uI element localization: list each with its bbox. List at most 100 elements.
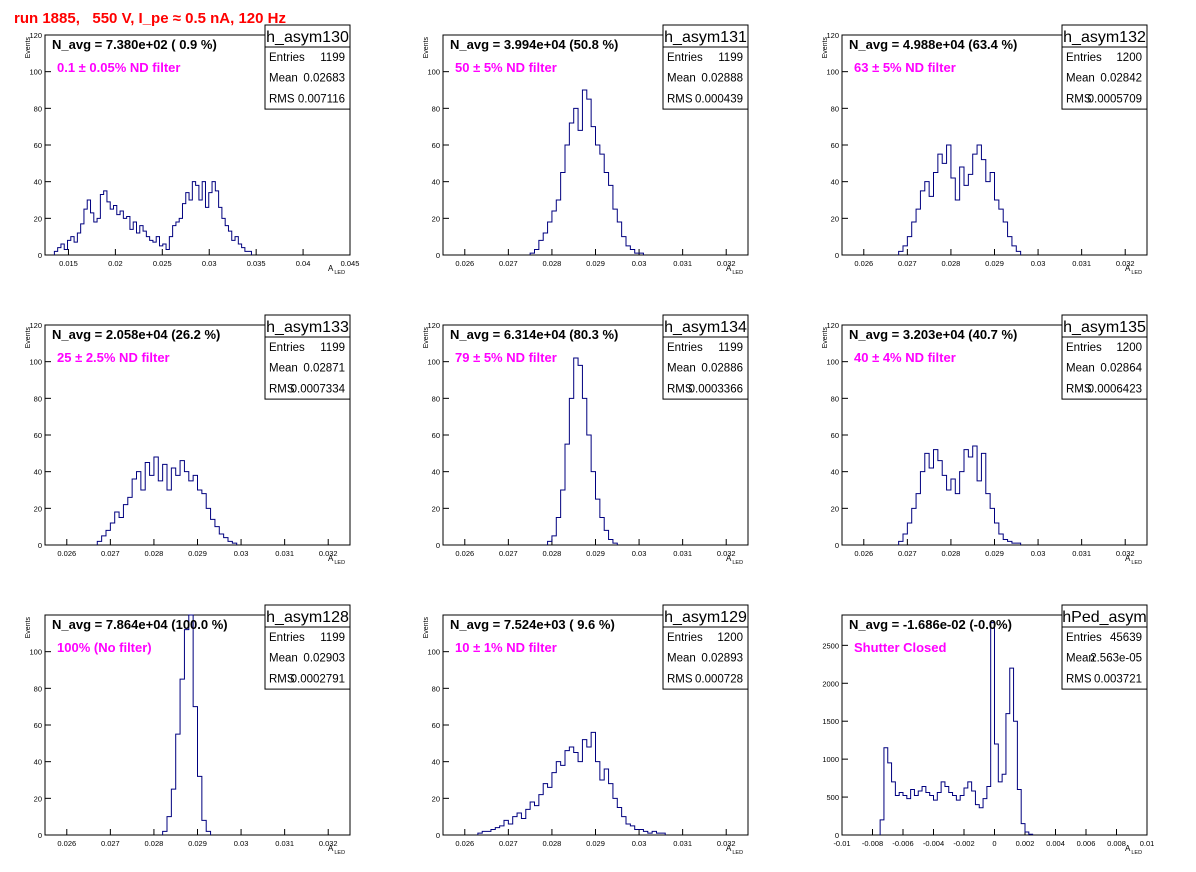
- histogram-series-line: [53, 181, 252, 255]
- y-tick-label: 1500: [822, 717, 839, 726]
- stats-label: RMS: [667, 383, 693, 395]
- filter-label: 63 ± 5% ND filter: [854, 60, 956, 75]
- x-tick-label: 0.026: [854, 549, 873, 558]
- histogram-name: h_asym129: [664, 609, 747, 626]
- x-tick-label: 0.029: [985, 549, 1004, 558]
- stats-label: Entries: [269, 632, 305, 644]
- stats-value: 1200: [717, 632, 743, 644]
- stats-value: 0.02888: [701, 73, 743, 85]
- filter-label: 0.1 ± 0.05% ND filter: [57, 60, 180, 75]
- y-tick-label: 2000: [822, 679, 839, 688]
- x-tick-label: 0.032: [319, 549, 338, 558]
- x-tick-label: 0.031: [275, 549, 294, 558]
- histogram-panel: -0.01 -0.008 -0.006 -0.004 -0.002 0 0.002 0.004…: [822, 604, 1154, 856]
- stats-label: Entries: [667, 632, 703, 644]
- stats-label: RMS: [667, 673, 693, 685]
- y-tick-label: 40: [34, 758, 42, 767]
- stats-label: RMS: [1066, 673, 1092, 685]
- stats-value: 0.0002791: [291, 673, 345, 685]
- x-tick-label: 0.027: [499, 839, 518, 848]
- stats-value: 1199: [320, 342, 345, 354]
- y-tick-label: 80: [831, 394, 839, 403]
- x-tick-label: -0.01: [833, 839, 850, 848]
- y-axis-label: Events: [822, 327, 829, 349]
- filter-label: Shutter Closed: [854, 640, 947, 655]
- y-axis-label: Events: [423, 617, 430, 639]
- y-tick-label: 100: [29, 648, 42, 657]
- filter-label: 100% (No filter): [57, 640, 152, 655]
- x-tick-label: 0.026: [455, 549, 474, 558]
- histogram-name: h_asym130: [266, 29, 349, 46]
- x-tick-label: 0.032: [717, 839, 736, 848]
- y-tick-label: 80: [34, 394, 42, 403]
- y-tick-label: 2500: [822, 641, 839, 650]
- y-tick-label: 100: [29, 358, 42, 367]
- histogram-name: h_asym128: [266, 609, 349, 626]
- y-tick-label: 80: [432, 684, 440, 693]
- x-tick-label: 0.03: [1031, 259, 1046, 268]
- filter-label: 10 ± 1% ND filter: [455, 640, 557, 655]
- x-tick-label: 0.029: [586, 839, 605, 848]
- y-tick-label: 100: [427, 358, 440, 367]
- stats-value: 0.0003366: [689, 383, 743, 395]
- x-tick-label: 0.03: [1031, 549, 1046, 558]
- stats-label: Mean: [269, 73, 298, 85]
- x-tick-label: 0: [992, 839, 996, 848]
- y-axis-label: Events: [423, 327, 430, 349]
- stats-value: 0.02864: [1100, 363, 1142, 375]
- stats-value: 0.000728: [695, 673, 743, 685]
- y-tick-label: 0: [835, 251, 839, 260]
- x-tick-label: 0.027: [898, 259, 917, 268]
- navg-label: N_avg = 3.203e+04 (40.7 %): [849, 327, 1017, 342]
- x-tick-label: 0.008: [1107, 839, 1126, 848]
- histogram-panel: 0.015 0.02 0.025 0.03 0.035 0.04 0.045 0 20 40 60 8…: [25, 24, 359, 276]
- x-tick-label: 0.026: [455, 839, 474, 848]
- x-tick-label: 0.029: [985, 259, 1004, 268]
- x-tick-label: 0.032: [1116, 549, 1135, 558]
- x-tick-label: 0.002: [1016, 839, 1035, 848]
- x-tick-label: -0.004: [923, 839, 944, 848]
- x-tick-label: 0.031: [1072, 259, 1091, 268]
- x-tick-label: 0.03: [202, 259, 217, 268]
- stats-value: 0.02683: [303, 73, 345, 85]
- filter-label: 25 ± 2.5% ND filter: [57, 350, 170, 365]
- x-tick-label: 0.035: [247, 259, 266, 268]
- histogram-panel: 0.026 0.027 0.028 0.029 0.03 0.031 0.032 0 20 40 6…: [822, 314, 1148, 566]
- y-tick-label: 0: [436, 541, 440, 550]
- y-tick-label: 60: [34, 141, 42, 150]
- navg-label: N_avg = 6.314e+04 (80.3 %): [450, 327, 618, 342]
- stats-value: 1200: [1116, 342, 1142, 354]
- y-tick-label: 100: [29, 68, 42, 77]
- stats-value: 0.007116: [298, 93, 345, 105]
- navg-label: N_avg = 7.380e+02 ( 0.9 %): [52, 37, 217, 52]
- y-axis-label: Events: [25, 37, 32, 59]
- x-tick-label: 0.027: [101, 839, 120, 848]
- stats-label: Mean: [1066, 653, 1095, 665]
- x-tick-label: 0.026: [57, 549, 76, 558]
- x-tick-label: 0.028: [145, 839, 164, 848]
- stats-value: 0.003721: [1094, 673, 1142, 685]
- stats-box: [662, 24, 749, 110]
- stats-label: Mean: [269, 363, 298, 375]
- stats-label: RMS: [269, 673, 295, 685]
- x-tick-label: 0.029: [188, 839, 207, 848]
- x-tick-label: 0.032: [319, 839, 338, 848]
- y-tick-label: 40: [831, 468, 839, 477]
- x-tick-label: 0.026: [854, 259, 873, 268]
- y-tick-label: 100: [427, 68, 440, 77]
- histogram-name: h_asym134: [664, 319, 747, 336]
- stats-label: Mean: [667, 653, 696, 665]
- stats-value: 45639: [1110, 632, 1142, 644]
- histogram-series-line: [898, 144, 1022, 255]
- histogram-series-line: [162, 614, 212, 835]
- y-tick-label: 0: [38, 251, 42, 260]
- y-tick-label: 60: [432, 431, 440, 440]
- navg-label: N_avg = -1.686e-02 (-0.0%): [849, 617, 1012, 632]
- x-tick-label: 0.031: [1072, 549, 1091, 558]
- x-tick-label: 0.031: [275, 839, 294, 848]
- stats-label: RMS: [269, 93, 295, 105]
- navg-label: N_avg = 2.058e+04 (26.2 %): [52, 327, 220, 342]
- y-tick-label: 120: [427, 321, 440, 330]
- x-tick-label: 0.03: [632, 839, 647, 848]
